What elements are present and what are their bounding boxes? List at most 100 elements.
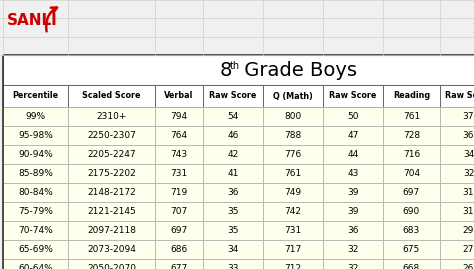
Text: th: th [230, 61, 240, 71]
Text: 675: 675 [403, 245, 420, 254]
Bar [3, 85, 68, 107]
Text: 32: 32 [347, 264, 359, 269]
Text: 29: 29 [463, 226, 474, 235]
Bar [440, 145, 474, 164]
Bar [3, 259, 68, 269]
Bar [203, 145, 263, 164]
Bar [3, 240, 68, 259]
Text: 2175-2202: 2175-2202 [87, 169, 136, 178]
Bar [440, 85, 474, 107]
Text: 731: 731 [284, 226, 301, 235]
Text: 776: 776 [284, 150, 301, 159]
Bar [323, 145, 383, 164]
Text: 707: 707 [170, 207, 188, 216]
Bar [203, 164, 263, 183]
Bar [323, 85, 383, 107]
Text: 90-94%: 90-94% [18, 150, 53, 159]
Text: 70-74%: 70-74% [18, 226, 53, 235]
Bar [68, 221, 155, 240]
Text: 749: 749 [284, 188, 301, 197]
Bar [440, 107, 474, 126]
Bar [155, 221, 203, 240]
Bar [68, 164, 155, 183]
Text: 85-89%: 85-89% [18, 169, 53, 178]
Bar [3, 221, 68, 240]
Bar [0, 0, 474, 55]
Bar [440, 202, 474, 221]
Bar [155, 164, 203, 183]
Bar [155, 240, 203, 259]
Text: 2250-2307: 2250-2307 [87, 131, 136, 140]
Bar [68, 202, 155, 221]
Text: 794: 794 [171, 112, 188, 121]
Text: Raw Score: Raw Score [210, 91, 257, 101]
Text: 8: 8 [220, 62, 232, 80]
Text: 44: 44 [347, 150, 359, 159]
Text: 712: 712 [284, 264, 301, 269]
Bar [203, 259, 263, 269]
Text: Raw Score: Raw Score [329, 91, 377, 101]
Text: 60-64%: 60-64% [18, 264, 53, 269]
Text: 41: 41 [228, 169, 239, 178]
Bar [263, 183, 323, 202]
Text: 35: 35 [227, 226, 239, 235]
Bar [323, 240, 383, 259]
Bar [440, 259, 474, 269]
Text: 728: 728 [403, 131, 420, 140]
Text: 761: 761 [403, 112, 420, 121]
Bar [383, 221, 440, 240]
Bar [3, 55, 474, 269]
Text: 75-79%: 75-79% [18, 207, 53, 216]
Bar [3, 202, 68, 221]
Text: 80-84%: 80-84% [18, 188, 53, 197]
Bar [3, 145, 68, 164]
Bar [3, 55, 474, 85]
Bar [263, 221, 323, 240]
Text: 31: 31 [463, 188, 474, 197]
Text: 42: 42 [228, 150, 238, 159]
Text: Reading: Reading [393, 91, 430, 101]
Text: 2148-2172: 2148-2172 [87, 188, 136, 197]
Text: 31: 31 [463, 207, 474, 216]
Bar [155, 183, 203, 202]
Text: 47: 47 [347, 131, 359, 140]
Bar [203, 85, 263, 107]
Text: 2097-2118: 2097-2118 [87, 226, 136, 235]
Text: 800: 800 [284, 112, 301, 121]
Text: 683: 683 [403, 226, 420, 235]
Text: 677: 677 [170, 264, 188, 269]
Text: 742: 742 [284, 207, 301, 216]
Bar [68, 107, 155, 126]
Text: 697: 697 [403, 188, 420, 197]
Text: 65-69%: 65-69% [18, 245, 53, 254]
Text: 27: 27 [463, 245, 474, 254]
Text: 717: 717 [284, 245, 301, 254]
Bar [155, 259, 203, 269]
Bar [323, 126, 383, 145]
Bar [68, 145, 155, 164]
Bar [383, 107, 440, 126]
Text: 39: 39 [347, 207, 359, 216]
Bar [68, 259, 155, 269]
Text: Scaled Score: Scaled Score [82, 91, 141, 101]
Text: 99%: 99% [26, 112, 46, 121]
Text: Grade Boys: Grade Boys [238, 62, 357, 80]
Text: 704: 704 [403, 169, 420, 178]
Bar [263, 145, 323, 164]
Bar [203, 126, 263, 145]
Text: 39: 39 [347, 188, 359, 197]
Bar [440, 183, 474, 202]
Text: 668: 668 [403, 264, 420, 269]
Text: Percentile: Percentile [12, 91, 59, 101]
Text: 95-98%: 95-98% [18, 131, 53, 140]
Bar [440, 164, 474, 183]
Text: 731: 731 [170, 169, 188, 178]
Bar [263, 259, 323, 269]
Text: 36: 36 [463, 131, 474, 140]
Bar [203, 107, 263, 126]
Text: 54: 54 [228, 112, 239, 121]
Text: 46: 46 [228, 131, 239, 140]
Bar [440, 221, 474, 240]
Bar [68, 183, 155, 202]
Bar [323, 183, 383, 202]
